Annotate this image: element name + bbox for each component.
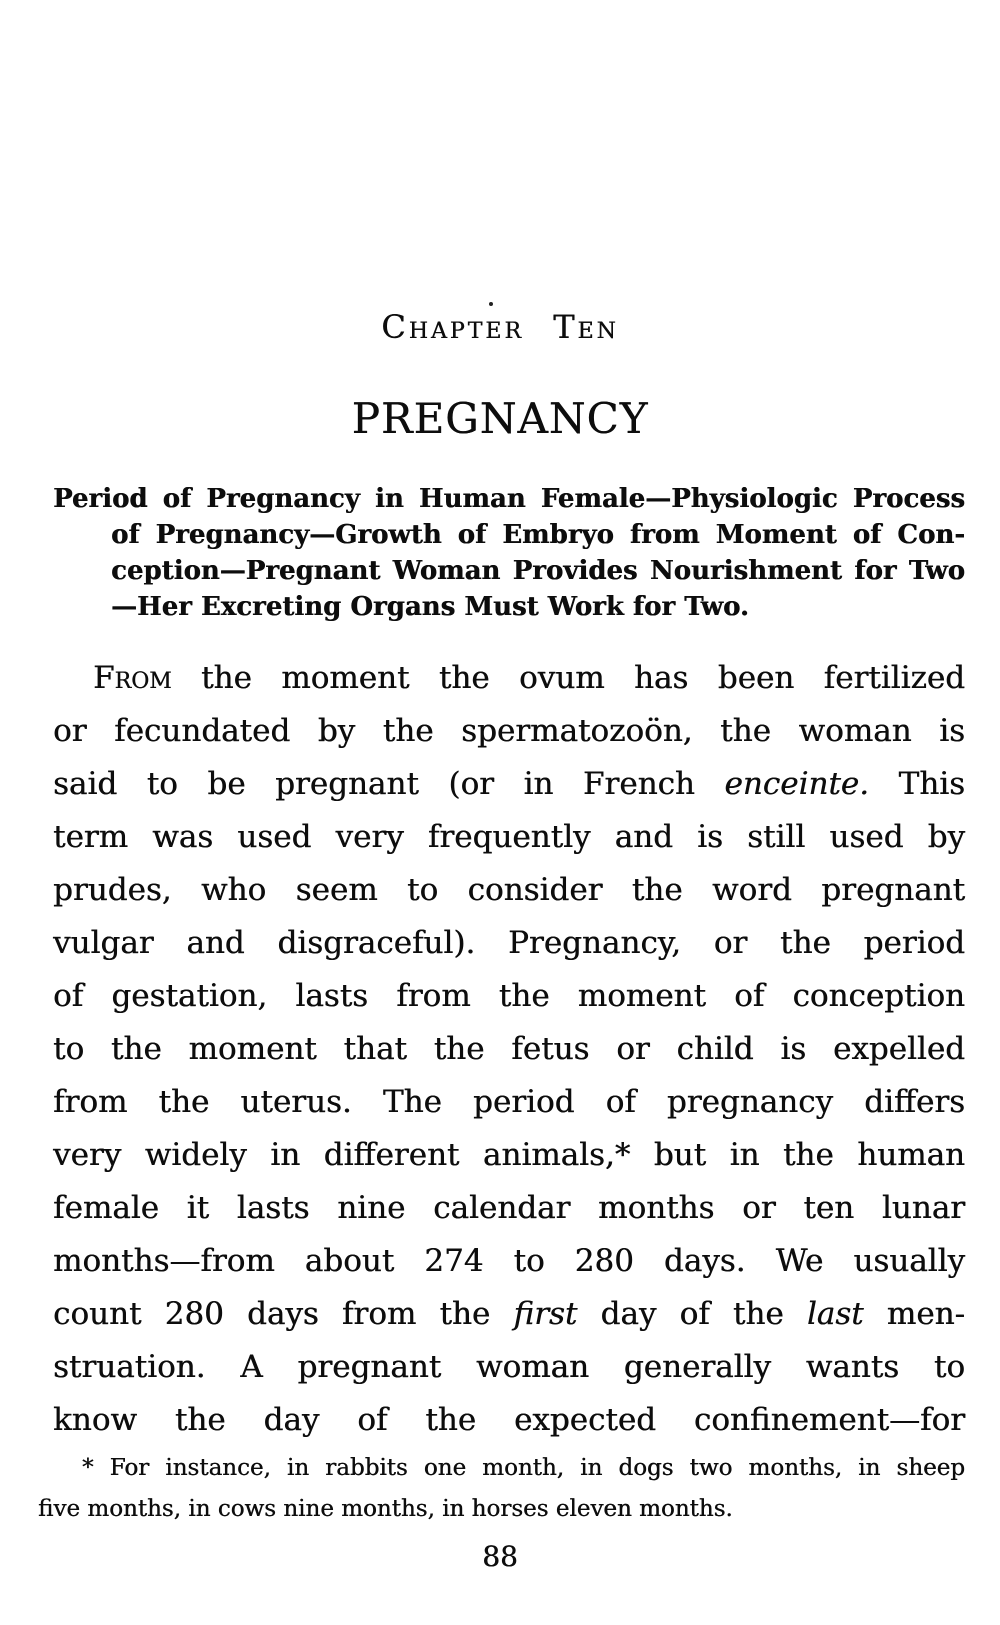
text-line: from the uterus. The period of pregnancy… xyxy=(53,1076,965,1129)
scan-speck xyxy=(489,302,493,306)
text-segment: know the day of the expected confinement… xyxy=(53,1402,965,1438)
body-paragraph: From the moment the ovum has been fertil… xyxy=(53,652,965,1447)
text-line: said to be pregnant (or in French encein… xyxy=(53,758,965,811)
text-segment: first xyxy=(513,1296,578,1332)
text-line: count 280 days from the first day of the… xyxy=(53,1288,965,1341)
text-line: struation. A pregnant woman generally wa… xyxy=(53,1341,965,1394)
text-line: vulgar and disgraceful). Pregnancy, or t… xyxy=(53,917,965,970)
chapter-summary: Period of Pregnancy in Human Female—Phys… xyxy=(53,481,965,625)
chapter-title: PREGNANCY xyxy=(351,394,649,443)
text-segment: of gestation, lasts from the moment of c… xyxy=(53,978,965,1014)
text-segment: last xyxy=(806,1296,864,1332)
text-segment: months—from about 274 to 280 days. We us… xyxy=(53,1243,965,1279)
text-line: From the moment the ovum has been fertil… xyxy=(53,652,965,705)
text-line: of Pregnancy—Growth of Embryo from Momen… xyxy=(53,517,965,553)
text-segment: Period of Pregnancy in Human Female—Phys… xyxy=(53,484,965,514)
text-segment: men- xyxy=(863,1296,965,1332)
text-line: five months, in cows nine months, in hor… xyxy=(38,1489,965,1530)
text-segment: This xyxy=(868,766,965,802)
text-segment: * For instance, in rabbits one month, in… xyxy=(82,1455,965,1481)
text-segment: from the uterus. The period of pregnancy… xyxy=(53,1084,965,1120)
text-segment: —Her Excreting Organs Must Work for Two. xyxy=(111,592,749,622)
text-segment: struation. A pregnant woman generally wa… xyxy=(53,1349,965,1385)
text-line: term was used very frequently and is sti… xyxy=(53,811,965,864)
footnote: * For instance, in rabbits one month, in… xyxy=(38,1448,965,1530)
text-segment: ception—Pregnant Woman Provides Nourishm… xyxy=(111,556,965,586)
text-segment: term was used very frequently and is sti… xyxy=(53,819,965,855)
text-segment: vulgar and disgraceful). Pregnancy, or t… xyxy=(53,925,965,961)
text-line: ception—Pregnant Woman Provides Nourishm… xyxy=(53,553,965,589)
text-line: prudes, who seem to consider the word pr… xyxy=(53,864,965,917)
text-line: female it lasts nine calendar months or … xyxy=(53,1182,965,1235)
text-line: know the day of the expected confinement… xyxy=(53,1394,965,1447)
text-segment: female it lasts nine calendar months or … xyxy=(53,1190,965,1226)
text-segment: five months, in cows nine months, in hor… xyxy=(38,1496,733,1522)
text-segment: From xyxy=(93,660,172,696)
chapter-heading: Chapter Ten xyxy=(381,308,619,346)
text-segment: count 280 days from the xyxy=(53,1296,514,1332)
text-line: Period of Pregnancy in Human Female—Phys… xyxy=(53,481,965,517)
text-segment: the moment the ovum has been fertilized xyxy=(171,660,965,696)
text-line: months—from about 274 to 280 days. We us… xyxy=(53,1235,965,1288)
page-number: 88 xyxy=(482,1540,518,1573)
text-line: to the moment that the fetus or child is… xyxy=(53,1023,965,1076)
text-segment: or fecundated by the spermatozoön, the w… xyxy=(53,713,965,749)
text-segment: to the moment that the fetus or child is… xyxy=(53,1031,965,1067)
text-line: * For instance, in rabbits one month, in… xyxy=(38,1448,965,1489)
text-segment: of Pregnancy—Growth of Embryo from Momen… xyxy=(111,520,965,550)
text-line: very widely in different animals,* but i… xyxy=(53,1129,965,1182)
text-segment: prudes, who seem to consider the word pr… xyxy=(53,872,965,908)
text-line: —Her Excreting Organs Must Work for Two. xyxy=(53,589,965,625)
text-segment: very widely in different animals,* but i… xyxy=(53,1137,965,1173)
text-segment: said to be pregnant (or in French xyxy=(53,766,725,802)
text-line: of gestation, lasts from the moment of c… xyxy=(53,970,965,1023)
text-segment: day of the xyxy=(577,1296,807,1332)
text-segment: enceinte. xyxy=(724,766,869,802)
text-line: or fecundated by the spermatozoön, the w… xyxy=(53,705,965,758)
